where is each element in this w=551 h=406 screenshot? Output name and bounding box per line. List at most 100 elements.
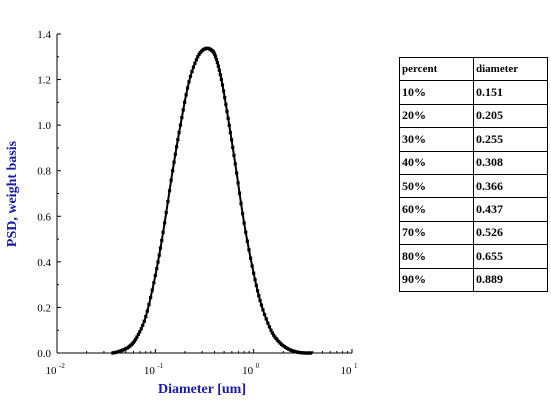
table-row: 10% 0.151	[399, 80, 548, 105]
data-point	[228, 130, 233, 135]
data-point	[142, 319, 146, 323]
diameter-cell: 0.437	[473, 197, 548, 222]
data-point	[184, 93, 188, 97]
y-tick-label: 0.8	[37, 166, 51, 178]
data-point	[161, 230, 165, 234]
diameter-cell: 0.151	[473, 80, 548, 105]
percent-cell: 20%	[399, 103, 474, 129]
data-point	[248, 256, 253, 260]
data-point	[167, 189, 172, 193]
data-point	[218, 73, 222, 77]
data-point	[261, 308, 265, 312]
x-tick-exponent: 1	[354, 362, 358, 370]
data-point	[258, 298, 262, 303]
data-point	[176, 137, 180, 142]
data-point	[183, 100, 187, 104]
data-point	[255, 289, 260, 293]
percentile-table: percent diameter 10% 0.151 20% 0.205 30% 0.25…	[399, 56, 548, 292]
data-point	[173, 152, 177, 156]
data-point	[262, 312, 267, 317]
y-tick-label: 1.4	[37, 29, 51, 41]
data-point	[177, 130, 181, 135]
x-tick-label: 10	[144, 365, 156, 377]
data-point	[225, 109, 229, 113]
data-point	[116, 350, 120, 354]
data-point	[254, 283, 258, 288]
y-tick-label: 1.2	[37, 75, 51, 87]
data-point	[227, 123, 231, 127]
data-point	[229, 138, 234, 142]
diameter-cell: 0.255	[473, 127, 548, 152]
data-point	[239, 201, 243, 206]
data-point	[187, 80, 191, 84]
diameter-cell: 0.655	[473, 244, 548, 269]
percent-cell: 60%	[399, 197, 474, 222]
chart-ticks: 0.00.20.40.60.81.01.21.410 -2 10 -1 10 0 10 1	[37, 29, 358, 377]
data-point	[193, 61, 197, 65]
percent-cell: 80%	[399, 244, 474, 269]
data-point	[171, 169, 175, 173]
data-point	[259, 303, 264, 307]
data-point	[163, 221, 167, 225]
data-point	[172, 160, 176, 164]
data-point	[175, 145, 179, 149]
table-body: 10% 0.151 20% 0.205 30% 0.255 40% 0.308 50% 0.366…	[399, 80, 548, 292]
data-point	[216, 64, 220, 68]
data-point	[147, 302, 151, 307]
percent-cell: 40%	[399, 150, 474, 175]
data-point	[194, 58, 198, 62]
data-point	[164, 210, 168, 215]
data-point	[213, 55, 218, 59]
x-tick-label: 10	[46, 365, 58, 377]
data-point	[226, 116, 230, 120]
data-point	[134, 337, 138, 341]
data-point	[233, 162, 237, 166]
table-header-row: percent diameter	[399, 56, 548, 82]
x-tick-label: 10	[341, 365, 353, 377]
data-point	[180, 115, 184, 120]
data-point	[152, 281, 156, 285]
data-point	[214, 57, 219, 62]
data-point	[266, 321, 270, 325]
data-point	[156, 260, 160, 264]
data-point	[269, 328, 273, 332]
x-axis-title: Diameter [um]	[158, 382, 246, 397]
x-tick-exponent: -1	[157, 362, 163, 370]
data-point	[247, 248, 251, 252]
x-tick-exponent: 0	[256, 362, 260, 370]
table-row: 20% 0.205	[399, 103, 548, 129]
data-point	[138, 330, 142, 334]
data-point	[244, 230, 248, 234]
data-point	[267, 325, 272, 329]
data-point	[145, 309, 149, 313]
data-point	[157, 253, 161, 257]
percent-cell: 10%	[399, 80, 474, 105]
data-point	[253, 278, 257, 282]
table-row: 50% 0.366	[399, 173, 548, 199]
data-point	[236, 181, 240, 185]
data-point	[160, 238, 164, 243]
diameter-cell: 0.308	[473, 150, 548, 175]
data-point	[139, 327, 143, 331]
data-point	[197, 52, 201, 56]
table-row: 70% 0.526	[399, 220, 548, 246]
data-point	[136, 332, 140, 337]
data-point	[213, 53, 217, 57]
table-row: 60% 0.437	[399, 197, 548, 222]
y-tick-label: 0.0	[37, 348, 51, 360]
percent-cell: 50%	[399, 173, 474, 199]
data-point	[144, 314, 148, 319]
x-tick-exponent: -2	[59, 362, 65, 370]
data-point	[223, 95, 227, 100]
y-tick-label: 0.6	[37, 211, 51, 223]
data-point	[153, 273, 157, 278]
data-point	[220, 83, 225, 87]
percent-cell: 30%	[399, 127, 474, 152]
data-point	[149, 295, 153, 300]
data-point	[166, 200, 170, 204]
data-point	[132, 339, 137, 343]
data-point	[188, 74, 193, 79]
data-point	[245, 239, 249, 243]
data-point	[185, 86, 190, 90]
